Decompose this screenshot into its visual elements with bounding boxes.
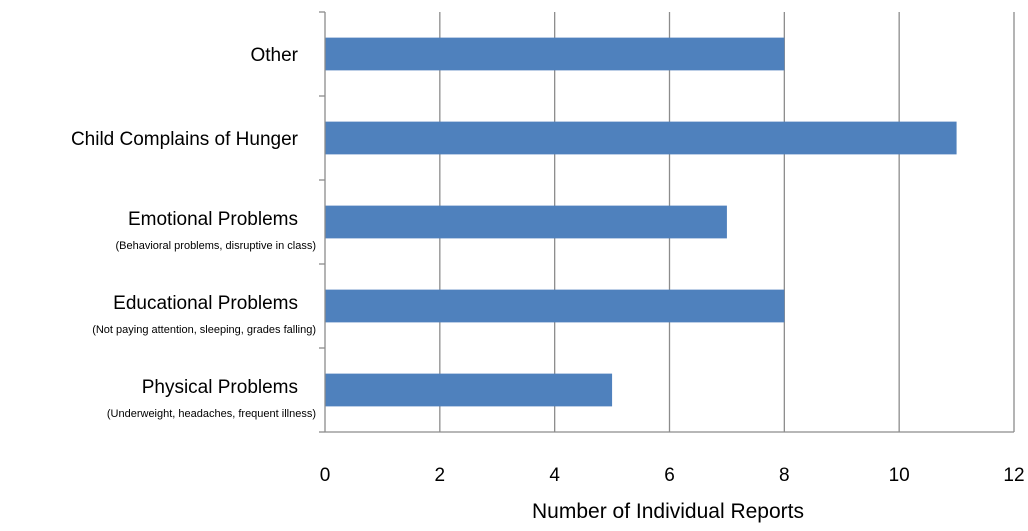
x-tick-label: 8: [779, 465, 790, 486]
bars: [325, 37, 957, 407]
axes: [319, 11, 1014, 433]
category-label: Physical Problems: [142, 377, 298, 398]
x-tick-label: 10: [889, 465, 910, 486]
category-label: Child Complains of Hunger: [71, 129, 299, 150]
bar: [325, 121, 957, 155]
category-labels: Other Child Complains of Hunger Emotional …: [71, 45, 316, 420]
x-tick-label: 4: [549, 465, 560, 486]
x-axis-title: Number of Individual Reports: [532, 500, 804, 523]
category-label: Emotional Problems: [128, 209, 298, 230]
x-tick-label: 2: [435, 465, 446, 486]
bar: [325, 373, 613, 407]
x-tick-label: 6: [664, 465, 675, 486]
category-sublabel: (Behavioral problems, disruptive in clas…: [115, 240, 316, 252]
category-sublabel: (Underweight, headaches, frequent illnes…: [107, 408, 316, 420]
bar: [325, 37, 785, 71]
category-label: Other: [250, 45, 298, 66]
bar: [325, 289, 785, 323]
tick-labels: 0 2 4 6 8 10 12: [320, 465, 1025, 486]
category-sublabel: (Not paying attention, sleeping, grades …: [92, 324, 316, 336]
bar: [325, 205, 727, 239]
x-tick-label: 0: [320, 465, 331, 486]
x-tick-label: 12: [1003, 465, 1024, 486]
category-label: Educational Problems: [113, 293, 298, 314]
